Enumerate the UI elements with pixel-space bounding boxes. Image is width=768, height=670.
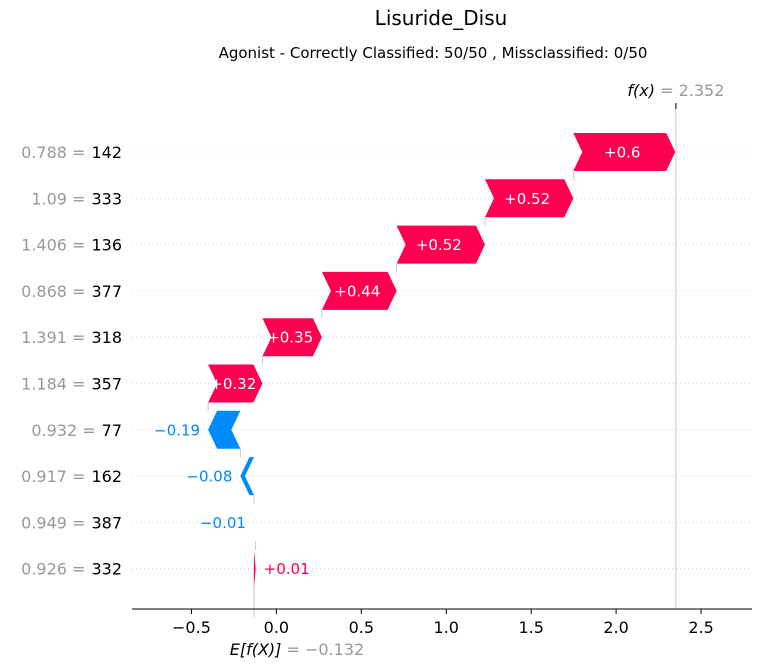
negative-bar xyxy=(240,457,254,496)
feature-value-label: 0.932 = xyxy=(31,421,95,440)
bar-value-label: +0.52 xyxy=(504,190,550,208)
connector-lines xyxy=(207,171,574,550)
bar-value-label: +0.44 xyxy=(334,282,380,300)
feature-name-label: 136 xyxy=(91,236,122,255)
feature-value-label: 0.788 = xyxy=(21,143,85,162)
positive-bar xyxy=(396,225,485,264)
reference-labels: f(x) = 2.352 E[f(X)] = −0.132 xyxy=(230,81,725,659)
feature-value-label: 0.949 = xyxy=(21,513,85,532)
feature-name-label: 77 xyxy=(102,421,122,440)
bar-value-label: +0.32 xyxy=(210,375,256,393)
chart-subtitle: Agonist - Correctly Classified: 50/50 , … xyxy=(219,44,648,62)
bar-value-label: +0.6 xyxy=(604,144,640,162)
positive-bar xyxy=(253,549,256,588)
bar-value-label: −0.08 xyxy=(186,468,232,486)
chart-title: Lisuride_Disu xyxy=(375,6,508,30)
x-tick-label: 2.0 xyxy=(603,618,628,637)
positive-bar xyxy=(321,271,397,310)
feature-value-label: 1.391 = xyxy=(21,328,85,347)
final-value-number: = 2.352 xyxy=(655,81,724,100)
feature-name-label: 357 xyxy=(91,375,122,394)
base-value-label: E[f(X)] = −0.132 xyxy=(230,640,364,659)
negative-bar xyxy=(208,410,241,449)
bar-value-label: −0.01 xyxy=(200,514,246,532)
positive-bar xyxy=(208,364,263,403)
feature-value-label: 0.926 = xyxy=(21,560,85,579)
feature-value-label: 0.917 = xyxy=(21,467,85,486)
feature-name-label: 142 xyxy=(91,143,122,162)
gridlines xyxy=(132,103,752,617)
final-value-label: f(x) = 2.352 xyxy=(627,81,724,100)
x-axis: −0.5 0.0 0.5 1.0 1.5 2.0 2.5 xyxy=(132,608,752,637)
feature-name-label: 387 xyxy=(91,513,122,532)
feature-labels: 142 0.788 = 333 1.09 = 136 1.406 = 377 0.868 = 3… xyxy=(21,143,122,579)
positive-bar xyxy=(573,133,676,171)
feature-value-label: 1.09 = xyxy=(31,189,85,208)
feature-value-label: 1.406 = xyxy=(21,236,85,255)
feature-value-label: 0.868 = xyxy=(21,282,85,301)
base-value-symbol: E[f(X)] xyxy=(230,640,282,659)
final-value-symbol: f(x) xyxy=(627,81,655,100)
positive-bar xyxy=(262,318,322,357)
bars: +0.6 +0.52 +0.52 +0.44 +0.35 +0.32 −0.19 −0.08 −… xyxy=(154,133,676,588)
bar-value-label: +0.35 xyxy=(267,329,313,347)
feature-name-label: 318 xyxy=(91,328,122,347)
x-tick-label: 0.5 xyxy=(349,618,374,637)
x-tick-label: 2.5 xyxy=(688,618,713,637)
bar-value-label: +0.52 xyxy=(416,236,462,254)
feature-name-label: 377 xyxy=(91,282,122,301)
feature-name-label: 333 xyxy=(91,189,122,208)
x-tick-label: 1.5 xyxy=(518,618,543,637)
positive-bar xyxy=(484,179,574,218)
negative-bar xyxy=(253,503,256,542)
feature-name-label: 332 xyxy=(91,560,122,579)
x-tick-label: 0.0 xyxy=(264,618,289,637)
bar-value-label: +0.01 xyxy=(264,560,310,578)
bar-value-label: −0.19 xyxy=(154,421,200,439)
feature-value-label: 1.184 = xyxy=(21,375,85,394)
x-tick-label: 1.0 xyxy=(434,618,459,637)
x-tick-label: −0.5 xyxy=(172,618,211,637)
base-value-number: = −0.132 xyxy=(281,640,364,659)
feature-name-label: 162 xyxy=(91,467,122,486)
